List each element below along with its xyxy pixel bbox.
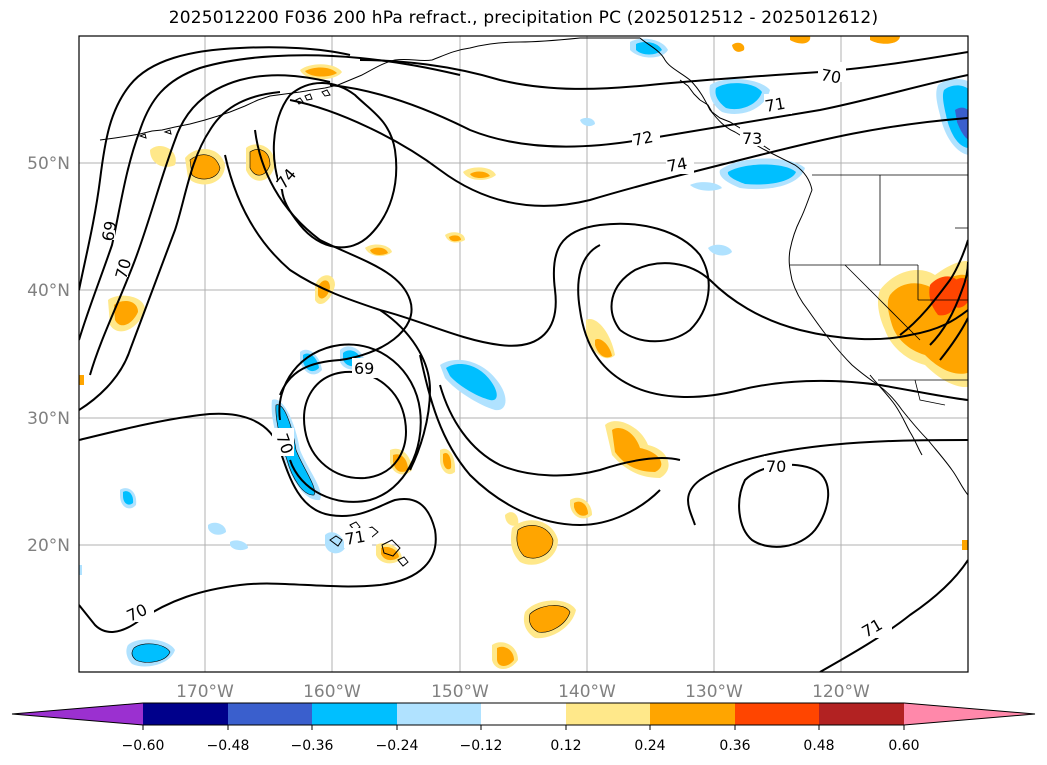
contour-label: 73 <box>742 129 762 148</box>
contour-label: 72 <box>631 127 655 150</box>
contour-label: 69 <box>98 219 120 242</box>
contour-labels: 69 70 74 72 71 73 74 69 70 70 71 70 71 <box>97 62 892 641</box>
contour-label: 71 <box>343 527 366 549</box>
refractivity-contours <box>79 46 968 672</box>
colorbar-tick-label: 0.36 <box>719 738 750 754</box>
colorbar-segment <box>228 703 312 725</box>
contour-label: 70 <box>766 457 786 476</box>
colorbar-extend-low <box>12 703 143 725</box>
lat-label-30n: 30°N <box>27 409 70 429</box>
colorbar-tick-label: 0.24 <box>634 738 665 754</box>
colorbar-segment <box>143 703 228 725</box>
colorbar-tick-label: 0.60 <box>888 738 919 754</box>
contour-label: 70 <box>112 256 136 281</box>
contour-label: 70 <box>819 65 842 87</box>
colorbar-tick-label: −0.48 <box>207 738 250 754</box>
map-frame <box>78 35 969 673</box>
lon-label-160w: 160°W <box>303 682 361 702</box>
colorbar-tick-label: −0.36 <box>291 738 334 754</box>
lon-label-150w: 150°W <box>431 682 489 702</box>
lon-label-140w: 140°W <box>558 682 616 702</box>
colorbar-segment <box>481 703 566 725</box>
state-borders <box>790 174 968 406</box>
colorbar-tick-label: 0.48 <box>803 738 834 754</box>
colorbar-segment <box>312 703 397 725</box>
contour-label: 74 <box>665 154 688 176</box>
lon-label-130w: 130°W <box>685 682 743 702</box>
longitude-axis: 170°W 160°W 150°W 140°W 130°W 120°W <box>176 682 870 702</box>
colorbar-tick-label: 0.12 <box>550 738 581 754</box>
map-background <box>79 36 968 672</box>
coastlines <box>99 37 968 567</box>
colorbar-tick-label: −0.12 <box>460 738 503 754</box>
map-title: 2025012200 F036 200 hPa refract., precip… <box>168 8 879 28</box>
colorbar-extend-high <box>904 703 1035 725</box>
lat-label-50n: 50°N <box>27 154 70 174</box>
lon-label-120w: 120°W <box>812 682 870 702</box>
lat-label-20n: 20°N <box>27 536 70 556</box>
map-plot-area: 69 70 74 72 71 73 74 69 70 70 71 70 71 <box>78 35 969 673</box>
colorbar-segment <box>819 703 904 725</box>
lat-label-40n: 40°N <box>27 281 70 301</box>
contour-label: 71 <box>763 94 786 116</box>
contour-label: 69 <box>354 359 374 378</box>
colorbar-segment <box>566 703 650 725</box>
colorbar: −0.60 −0.48 −0.36 −0.24 −0.12 0.12 0.24 … <box>11 702 1036 754</box>
colorbar-segment <box>650 703 735 725</box>
colorbar-tick-label: −0.24 <box>376 738 419 754</box>
colorbar-segment <box>397 703 481 725</box>
lon-label-170w: 170°W <box>176 682 234 702</box>
colorbar-segment <box>735 703 819 725</box>
latitude-axis: 50°N 40°N 30°N 20°N <box>27 154 70 556</box>
colorbar-tick-label: −0.60 <box>122 738 165 754</box>
